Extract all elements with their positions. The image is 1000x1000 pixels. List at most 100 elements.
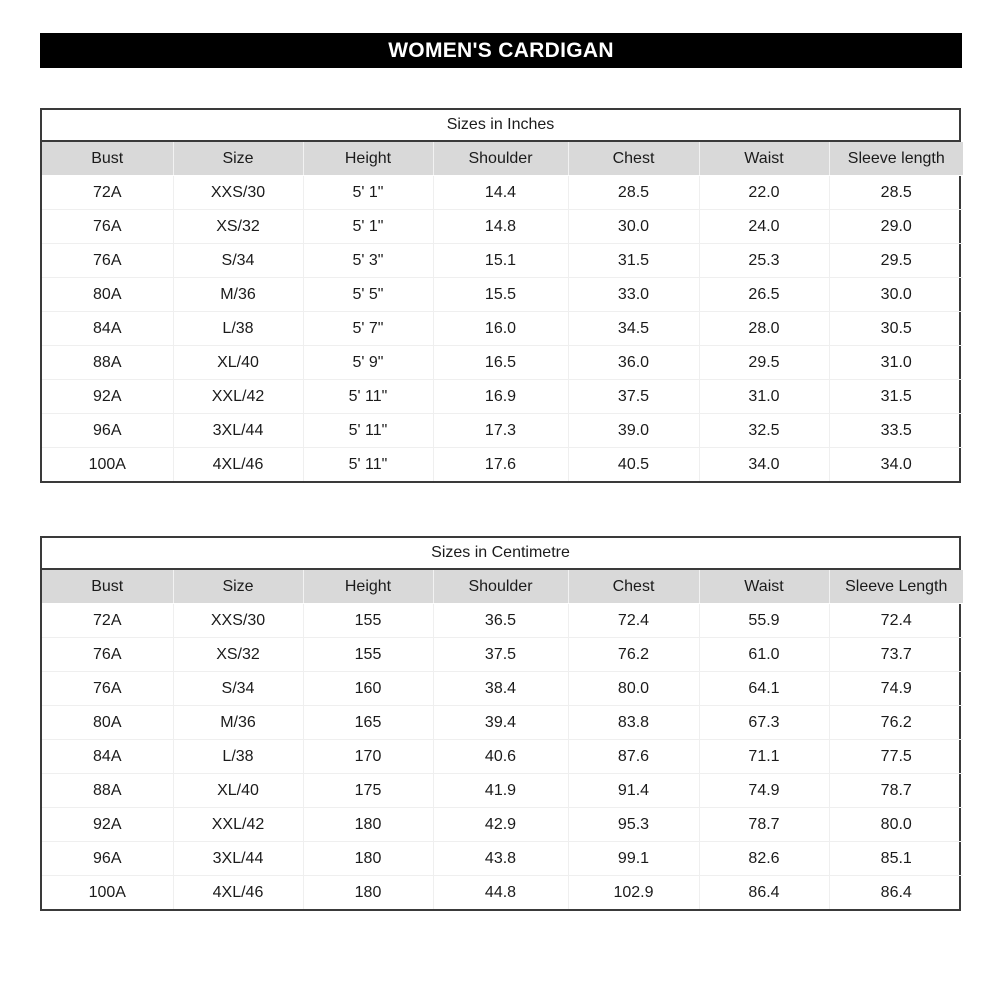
sizes-in-centimetre-table: Sizes in Centimetre Bust Size Height Should… bbox=[40, 536, 963, 911]
table-cell: 25.3 bbox=[699, 243, 830, 278]
table-cell: 44.8 bbox=[433, 875, 569, 909]
table-cell: 41.9 bbox=[433, 773, 569, 808]
table-row: 76A S/34 5' 3" 15.1 31.5 25.3 29.5 bbox=[42, 243, 963, 278]
header-row: Bust Size Height Shoulder Chest Waist Sleeve l… bbox=[42, 142, 963, 176]
table-cell: 24.0 bbox=[699, 209, 830, 244]
table-row: 100A 4XL/46 5' 11" 17.6 40.5 34.0 34.0 bbox=[42, 447, 963, 481]
table-row: 76A S/34 160 38.4 80.0 64.1 74.9 bbox=[42, 671, 963, 706]
table-cell: 74.9 bbox=[829, 671, 963, 706]
table-cell: 15.1 bbox=[433, 243, 569, 278]
table-cell: 64.1 bbox=[699, 671, 830, 706]
table-cell: 99.1 bbox=[568, 841, 700, 876]
table-cell: 80A bbox=[42, 705, 174, 740]
table-cell: 80A bbox=[42, 277, 174, 312]
table-cell: XL/40 bbox=[173, 345, 304, 380]
table-body: 72A XXS/30 155 36.5 72.4 55.9 72.4 76A XS/32 155 3… bbox=[42, 603, 963, 909]
table-cell: 88A bbox=[42, 345, 174, 380]
table-cell: 31.0 bbox=[829, 345, 963, 380]
table-row: 80A M/36 5' 5" 15.5 33.0 26.5 30.0 bbox=[42, 277, 963, 312]
table-cell: 5' 11" bbox=[303, 447, 434, 481]
table-cell: 77.5 bbox=[829, 739, 963, 774]
table-cell: 72.4 bbox=[880, 611, 912, 629]
table-cell: XS/32 bbox=[173, 637, 304, 672]
table-cell: 96A bbox=[42, 841, 174, 876]
table-cell: 31.5 bbox=[568, 243, 700, 278]
table-cell: 4XL/46 bbox=[173, 447, 304, 481]
table-cell: 28.0 bbox=[699, 311, 830, 346]
column-header: Bust bbox=[42, 142, 174, 176]
table-cell: S/34 bbox=[173, 671, 304, 706]
table-cell: 76.2 bbox=[829, 705, 963, 740]
table-cell: 31.0 bbox=[699, 379, 830, 414]
table-cell: 30.0 bbox=[568, 209, 700, 244]
table-cell: XXS/30 bbox=[173, 603, 304, 638]
table-cell: 74.9 bbox=[699, 773, 830, 808]
column-header: Size bbox=[173, 142, 304, 176]
table-row: 84A L/38 5' 7" 16.0 34.5 28.0 30.5 bbox=[42, 311, 963, 346]
table-row: 88A XL/40 175 41.9 91.4 74.9 78.7 bbox=[42, 773, 963, 808]
table-cell: 71.1 bbox=[699, 739, 830, 774]
table-row: 100A 4XL/46 180 44.8 102.9 86.4 86.4 bbox=[42, 875, 963, 909]
table-body: 72A XXS/30 5' 1" 14.4 28.5 22.0 28.5 76A XS/32 5'… bbox=[42, 175, 963, 481]
table-row: 96A 3XL/44 5' 11" 17.3 39.0 32.5 33.5 bbox=[42, 413, 963, 448]
table-cell: 95.3 bbox=[568, 807, 700, 842]
table-cell: 82.6 bbox=[699, 841, 830, 876]
table-cell: 84A bbox=[42, 739, 174, 774]
table-cell: 180 bbox=[303, 875, 434, 909]
table-cell: 34.5 bbox=[568, 311, 700, 346]
table-cell: 39.0 bbox=[568, 413, 700, 448]
table-cell: 76A bbox=[42, 637, 174, 672]
table-cell: 88A bbox=[42, 773, 174, 808]
table-cell: 31.5 bbox=[829, 379, 963, 414]
table-cell: 61.0 bbox=[699, 637, 830, 672]
column-header: Chest bbox=[568, 570, 700, 604]
table-cell: 22.0 bbox=[699, 175, 830, 210]
table-cell: 92A bbox=[42, 379, 174, 414]
table-cell: 78.7 bbox=[699, 807, 830, 842]
table-row: 80A M/36 165 39.4 83.8 67.3 76.2 bbox=[42, 705, 963, 740]
column-header: Shoulder bbox=[433, 142, 569, 176]
table-row: 92A XXL/42 180 42.9 95.3 78.7 80.0 bbox=[42, 807, 963, 842]
table-cell: 72A bbox=[42, 603, 174, 638]
table-cell: 3XL/44 bbox=[173, 841, 304, 876]
table-cell: 5' 9" bbox=[303, 345, 434, 380]
table-cell: 16.0 bbox=[433, 311, 569, 346]
table-cell: 5' 11" bbox=[303, 379, 434, 414]
table-row: 72A XXS/30 155 36.5 72.4 55.9 72.4 bbox=[42, 603, 963, 638]
table-cell: 80.0 bbox=[829, 807, 963, 842]
table-cell: 40.6 bbox=[433, 739, 569, 774]
table-cell: 67.3 bbox=[699, 705, 830, 740]
table-cell: 5' 11" bbox=[303, 413, 434, 448]
column-header: Waist bbox=[699, 570, 830, 604]
table-cell: L/38 bbox=[173, 739, 304, 774]
table-cell: 30.0 bbox=[829, 277, 963, 312]
table-cell: 5' 5" bbox=[303, 277, 434, 312]
table-cell: 76A bbox=[42, 209, 174, 244]
table-cell: 17.6 bbox=[433, 447, 569, 481]
table-cell: 3XL/44 bbox=[173, 413, 304, 448]
table-cell: 73.7 bbox=[829, 637, 963, 672]
table-cell: 37.5 bbox=[433, 637, 569, 672]
table-cell: 33.5 bbox=[829, 413, 963, 448]
column-header: Waist bbox=[699, 142, 830, 176]
table-title: Sizes in Centimetre bbox=[42, 538, 959, 570]
table-cell: 87.6 bbox=[568, 739, 700, 774]
table-cell: 5' 1" bbox=[303, 175, 434, 210]
table-cell: 165 bbox=[303, 705, 434, 740]
table-cell: 76.2 bbox=[568, 637, 700, 672]
table-cell: 36.0 bbox=[568, 345, 700, 380]
table-cell: 14.4 bbox=[433, 175, 569, 210]
column-header: Size bbox=[173, 570, 304, 604]
table-cell: 175 bbox=[303, 773, 434, 808]
table-row: 88A XL/40 5' 9" 16.5 36.0 29.5 31.0 bbox=[42, 345, 963, 380]
column-header: Sleeve Length bbox=[829, 570, 963, 604]
table-cell: 55.9 bbox=[699, 603, 830, 638]
header-row: Bust Size Height Shoulder Chest Waist Sleeve L… bbox=[42, 570, 963, 604]
table-cell: 4XL/46 bbox=[173, 875, 304, 909]
table-cell: XL/40 bbox=[173, 773, 304, 808]
table-cell: 155 bbox=[303, 603, 434, 638]
table-cell: 76A bbox=[42, 671, 174, 706]
table-cell: 34.0 bbox=[699, 447, 830, 481]
table-cell: 86.4 bbox=[699, 875, 830, 909]
table-cell: 17.3 bbox=[433, 413, 569, 448]
